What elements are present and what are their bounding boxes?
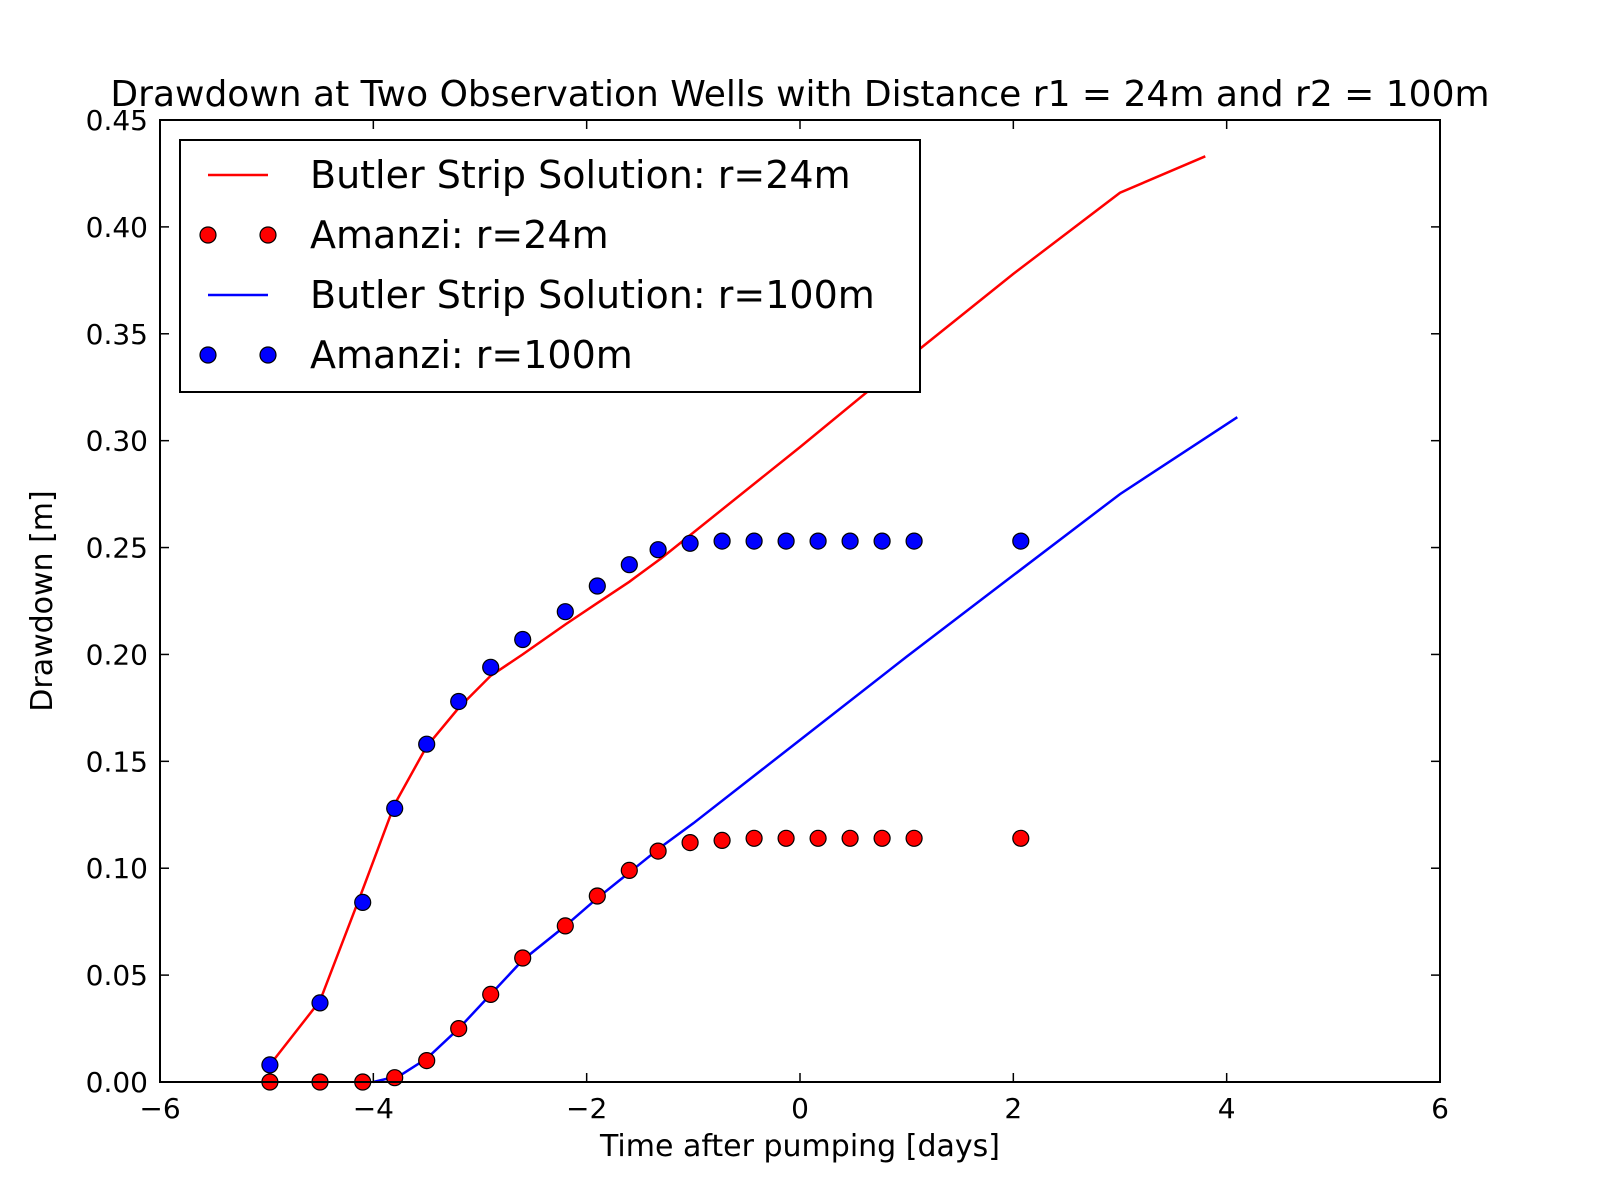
x-tick-label: −4 [353, 1092, 394, 1125]
x-tick-label: 6 [1431, 1092, 1449, 1125]
series-3-point [681, 534, 699, 552]
series-1-point [514, 949, 532, 967]
series-3-point [311, 994, 329, 1012]
y-tick-label: 0.25 [86, 532, 148, 565]
series-1-point [713, 831, 731, 850]
series-1-point [905, 829, 923, 847]
series-3-point [588, 577, 606, 595]
series-1-point [482, 985, 500, 1004]
x-axis-label: Time after pumping [days] [599, 1129, 1000, 1164]
x-tick-label: −2 [566, 1092, 607, 1125]
y-tick-label: 0.45 [86, 104, 148, 137]
legend-label: Butler Strip Solution: r=100m [310, 273, 875, 317]
series-3-point [777, 532, 795, 550]
series-1-point [745, 829, 763, 847]
legend-marker-swatch [259, 346, 277, 364]
x-tick-label: 2 [1004, 1092, 1022, 1125]
series-3-point [713, 532, 731, 550]
series-3-point [745, 532, 763, 550]
y-tick-label: 0.05 [86, 959, 148, 992]
series-1-point [556, 917, 574, 935]
series-1-point [620, 861, 638, 880]
legend-marker-swatch [259, 226, 277, 244]
y-tick-label: 0.30 [86, 425, 148, 458]
y-tick-label: 0.40 [86, 211, 148, 244]
series-3-point [354, 893, 372, 912]
series-3-point [556, 603, 574, 621]
legend: Butler Strip Solution: r=24m Amanzi: r=24… [179, 139, 921, 393]
series-1-point [873, 829, 891, 847]
legend-label: Butler Strip Solution: r=24m [310, 153, 851, 197]
series-3-point [809, 532, 827, 550]
series-3-point [261, 1056, 279, 1074]
series-1-point [649, 842, 667, 860]
x-tick-label: 0 [791, 1092, 809, 1125]
series-1-point [841, 829, 859, 847]
series-3-point [649, 541, 667, 559]
series-3-point [482, 658, 500, 676]
series-1-point [386, 1069, 404, 1087]
series-3-point [1012, 532, 1030, 550]
series-3-point [386, 799, 404, 818]
legend-label: Amanzi: r=100m [310, 333, 633, 377]
series-3-point [450, 692, 468, 711]
series-3-point [620, 556, 638, 574]
series-1-point [681, 833, 699, 852]
series-3-point [905, 532, 923, 550]
y-tick-label: 0.10 [86, 852, 148, 885]
legend-label: Amanzi: r=24m [310, 213, 609, 257]
series-1-point [809, 829, 827, 847]
series-3-point [841, 532, 859, 550]
legend-marker-swatch [199, 226, 217, 244]
series-3-point [418, 735, 436, 753]
legend-box [179, 139, 921, 393]
y-axis-label: Drawdown [m] [25, 490, 60, 711]
legend-marker-swatch [199, 346, 217, 364]
series-1-point [588, 887, 606, 905]
series-1-point [450, 1019, 468, 1038]
x-tick-label: 4 [1218, 1092, 1236, 1125]
series-line-2 [373, 416, 1238, 1084]
series-1-point [1012, 829, 1030, 847]
y-tick-label: 0.35 [86, 318, 148, 351]
x-tick-label: −6 [139, 1092, 180, 1125]
series-line-0 [268, 155, 1206, 1066]
y-tick-label: 0.20 [86, 638, 148, 671]
series-1-point [777, 829, 795, 847]
series-3-point [514, 630, 532, 649]
series-3-point [873, 532, 891, 550]
chart-title: Drawdown at Two Observation Wells with D… [110, 74, 1489, 115]
series-1-point [418, 1051, 436, 1070]
y-tick-label: 0.15 [86, 745, 148, 778]
y-tick-label: 0.00 [86, 1066, 148, 1099]
